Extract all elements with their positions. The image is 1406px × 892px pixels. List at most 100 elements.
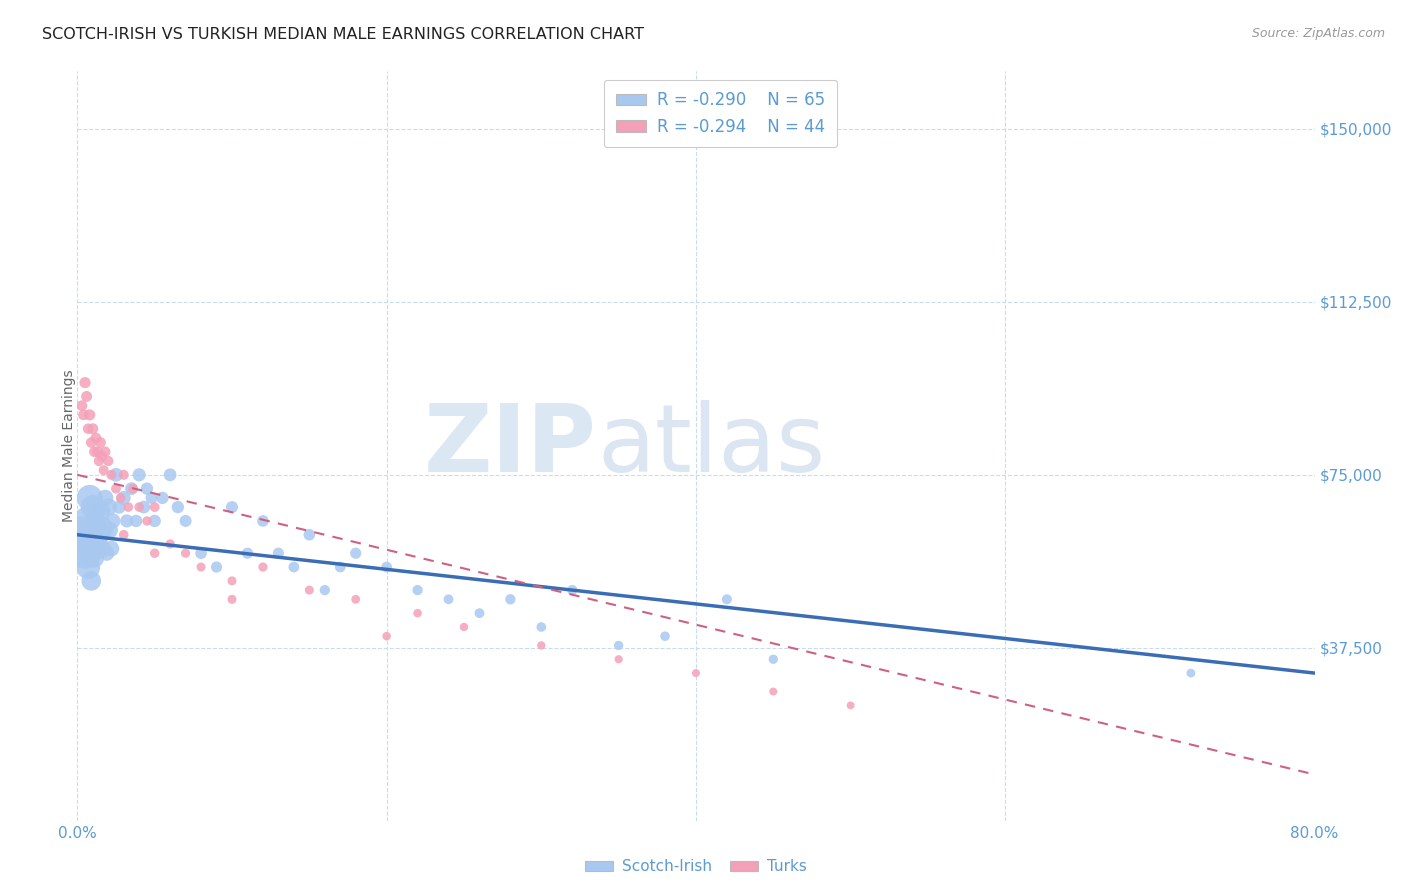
Point — [283, 560, 305, 574]
Point — [100, 467, 122, 482]
Point — [91, 450, 114, 464]
Point — [125, 514, 148, 528]
Point — [499, 592, 522, 607]
Point — [105, 482, 128, 496]
Y-axis label: Median Male Earnings: Median Male Earnings — [62, 369, 76, 523]
Point — [86, 523, 108, 537]
Point — [252, 560, 274, 574]
Point — [75, 546, 96, 560]
Point — [132, 500, 155, 514]
Point — [221, 500, 243, 514]
Point — [190, 560, 212, 574]
Point — [143, 514, 166, 528]
Point — [77, 422, 100, 436]
Point — [94, 491, 117, 505]
Legend: Scotch-Irish, Turks: Scotch-Irish, Turks — [579, 854, 813, 880]
Point — [344, 546, 367, 560]
Point — [128, 500, 150, 514]
Point — [329, 560, 352, 574]
Text: ZIP: ZIP — [425, 400, 598, 492]
Point — [84, 431, 107, 445]
Point — [141, 491, 163, 505]
Point — [72, 408, 94, 422]
Point — [205, 560, 228, 574]
Point — [159, 467, 181, 482]
Point — [80, 546, 103, 560]
Point — [77, 560, 100, 574]
Point — [716, 592, 738, 607]
Point — [839, 698, 862, 713]
Point — [530, 639, 553, 653]
Point — [654, 629, 676, 643]
Point — [105, 467, 128, 482]
Point — [685, 666, 707, 681]
Point — [76, 514, 98, 528]
Point — [93, 518, 115, 533]
Point — [267, 546, 290, 560]
Point — [314, 583, 336, 598]
Point — [110, 491, 132, 505]
Point — [136, 482, 159, 496]
Point — [87, 537, 110, 551]
Point — [190, 546, 212, 560]
Point — [152, 491, 174, 505]
Point — [112, 467, 135, 482]
Point — [344, 592, 367, 607]
Point — [762, 684, 785, 698]
Point — [128, 467, 150, 482]
Point — [84, 514, 107, 528]
Point — [97, 454, 120, 468]
Point — [82, 500, 104, 514]
Point — [468, 606, 491, 620]
Point — [79, 491, 101, 505]
Point — [90, 528, 112, 542]
Text: atlas: atlas — [598, 400, 825, 492]
Point — [236, 546, 259, 560]
Point — [84, 541, 107, 556]
Point — [607, 652, 630, 666]
Point — [221, 592, 243, 607]
Point — [437, 592, 460, 607]
Point — [762, 652, 785, 666]
Point — [90, 435, 112, 450]
Text: Source: ZipAtlas.com: Source: ZipAtlas.com — [1251, 27, 1385, 40]
Point — [86, 444, 108, 458]
Point — [98, 523, 121, 537]
Point — [100, 541, 122, 556]
Point — [83, 444, 105, 458]
Point — [90, 505, 112, 519]
Point — [375, 560, 398, 574]
Point — [1180, 666, 1202, 681]
Point — [136, 514, 159, 528]
Point — [167, 500, 190, 514]
Point — [82, 537, 104, 551]
Point — [112, 491, 135, 505]
Point — [70, 399, 93, 413]
Point — [96, 546, 118, 560]
Point — [97, 500, 120, 514]
Point — [607, 639, 630, 653]
Point — [112, 528, 135, 542]
Point — [76, 389, 98, 403]
Point — [70, 528, 93, 542]
Point — [72, 537, 94, 551]
Point — [561, 583, 583, 598]
Point — [79, 523, 101, 537]
Point — [117, 500, 139, 514]
Point — [83, 550, 105, 565]
Point — [75, 376, 96, 390]
Point — [221, 574, 243, 588]
Point — [143, 500, 166, 514]
Point — [94, 444, 117, 458]
Point — [298, 583, 321, 598]
Point — [93, 463, 115, 477]
Point — [94, 523, 117, 537]
Point — [87, 454, 110, 468]
Point — [101, 514, 124, 528]
Point — [174, 514, 197, 528]
Point — [252, 514, 274, 528]
Point — [375, 629, 398, 643]
Point — [80, 435, 103, 450]
Point — [298, 528, 321, 542]
Point — [174, 546, 197, 560]
